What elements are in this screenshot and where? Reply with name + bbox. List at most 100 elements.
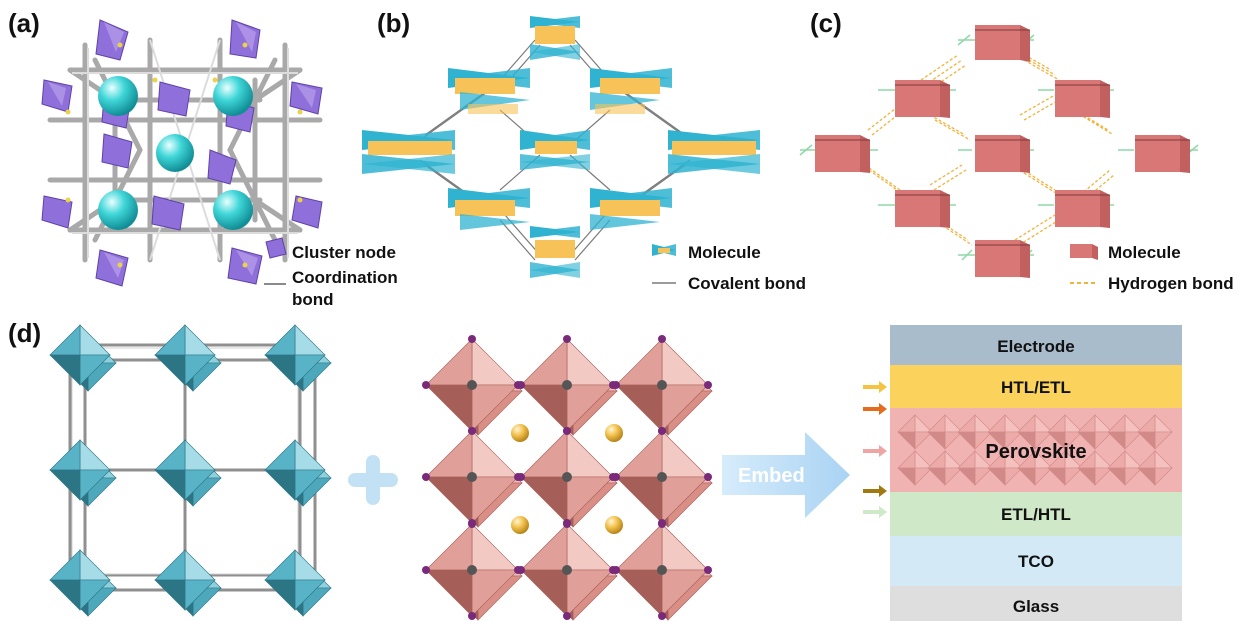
embed-label: Embed (738, 465, 805, 487)
legend-covalent-bond: Covalent bond (688, 274, 806, 293)
x-site-atom (612, 566, 620, 574)
layer-electrode-label: Electrode (997, 337, 1074, 356)
mini-octahedron (957, 450, 993, 486)
legend-molecule-c: Molecule (1108, 243, 1181, 262)
layer-perovskite-label: Perovskite (985, 441, 1086, 463)
layer-htl-etl-label: HTL/ETL (1001, 378, 1071, 397)
b-site-atom (657, 380, 667, 390)
layer-electrode (890, 325, 1182, 365)
teal-octahedron (49, 439, 111, 501)
b-site-atom (657, 565, 667, 575)
a-site-cations (511, 424, 623, 534)
layer-glass-label: Glass (1013, 597, 1059, 616)
panel-d: (d) (8, 318, 1182, 621)
legend-molecule-b: Molecule (688, 243, 761, 262)
teal-octahedron (154, 324, 216, 386)
red-octahedron (425, 523, 519, 617)
mini-octahedron (1107, 450, 1143, 486)
layer-tco (890, 536, 1182, 586)
red-octahedron (615, 430, 709, 524)
panel-d-label: (d) (8, 318, 41, 348)
red-octahedron (520, 430, 614, 524)
legend-hydrogen-bond: Hydrogen bond (1108, 274, 1234, 293)
x-site-atom (704, 381, 712, 389)
mini-octahedron (987, 414, 1023, 450)
mini-octahedron (1077, 450, 1113, 486)
device-stack: Electrode HTL/ETL Perovskite ETL/HTL TCO… (890, 325, 1182, 621)
x-site-atom (704, 473, 712, 481)
layer-etl-htl (890, 492, 1182, 536)
layer-glass (890, 586, 1182, 621)
red-octahedron (520, 338, 614, 432)
panel-c-label: (c) (810, 8, 842, 38)
legend-bond: bond (292, 290, 334, 309)
teal-cubic-framework (49, 324, 332, 617)
legend-coordination: Coordination (292, 268, 398, 287)
x-site-atom (612, 381, 620, 389)
mini-octahedron (1107, 414, 1143, 450)
x-site-atom (468, 335, 476, 343)
mini-octahedron (897, 414, 933, 450)
x-site-atom (517, 381, 525, 389)
mini-octahedron (927, 414, 963, 450)
red-octahedra (422, 335, 713, 621)
x-site-atom (563, 612, 571, 620)
mini-octahedron (927, 450, 963, 486)
x-site-atom (517, 473, 525, 481)
red-octahedron (425, 430, 519, 524)
x-site-atom (563, 520, 571, 528)
teal-octahedron (49, 549, 111, 611)
purple-polyhedron-icon (265, 237, 287, 259)
teal-octahedron (154, 549, 216, 611)
b-site-atom (562, 565, 572, 575)
teal-octahedra (49, 324, 332, 617)
x-site-atom (704, 566, 712, 574)
mini-octahedron (1077, 414, 1113, 450)
x-site-atom (468, 520, 476, 528)
panel-b-label: (b) (377, 8, 410, 38)
red-block-icon (1070, 244, 1098, 260)
hof-molecules (815, 25, 1190, 278)
teal-octahedron (49, 324, 111, 386)
mini-octahedron (1047, 450, 1083, 486)
x-site-atom (422, 381, 430, 389)
panel-c-legend: Molecule Hydrogen bond (1070, 243, 1234, 293)
x-site-atom (563, 427, 571, 435)
x-site-atom (422, 473, 430, 481)
layer-tco-label: TCO (1018, 552, 1054, 571)
red-octahedron (615, 338, 709, 432)
b-site-atom (562, 380, 572, 390)
red-octahedron (520, 523, 614, 617)
panel-a-legend: Cluster node Coordination bond (264, 237, 398, 309)
b-site-atom (467, 380, 477, 390)
red-octahedron (425, 338, 519, 432)
mini-octahedron (1137, 414, 1173, 450)
embed-arrow: Embed (722, 432, 850, 518)
hof-framework (799, 25, 1199, 278)
x-site-atom (517, 566, 525, 574)
mini-octahedron (987, 450, 1023, 486)
x-site-atom (658, 612, 666, 620)
legend-cluster-node: Cluster node (292, 243, 396, 262)
panel-b: (b) (362, 8, 806, 293)
x-site-atom (563, 335, 571, 343)
mini-octahedron (1017, 450, 1053, 486)
mini-octahedron (1137, 450, 1173, 486)
cof-molecules (362, 16, 760, 278)
teal-octahedron (154, 439, 216, 501)
layer-indicator-arrows (863, 381, 887, 518)
x-site-atom (658, 520, 666, 528)
teal-octahedron (264, 439, 326, 501)
x-site-atom (612, 473, 620, 481)
teal-octahedron (264, 549, 326, 611)
b-site-atom (467, 565, 477, 575)
mini-octahedron (957, 414, 993, 450)
mini-octahedron (1017, 414, 1053, 450)
x-site-atom (468, 612, 476, 620)
mini-octahedron (897, 450, 933, 486)
perovskite-framework (422, 335, 713, 621)
x-site-atom (658, 335, 666, 343)
x-site-atom (468, 427, 476, 435)
panel-a-label: (a) (8, 8, 40, 38)
